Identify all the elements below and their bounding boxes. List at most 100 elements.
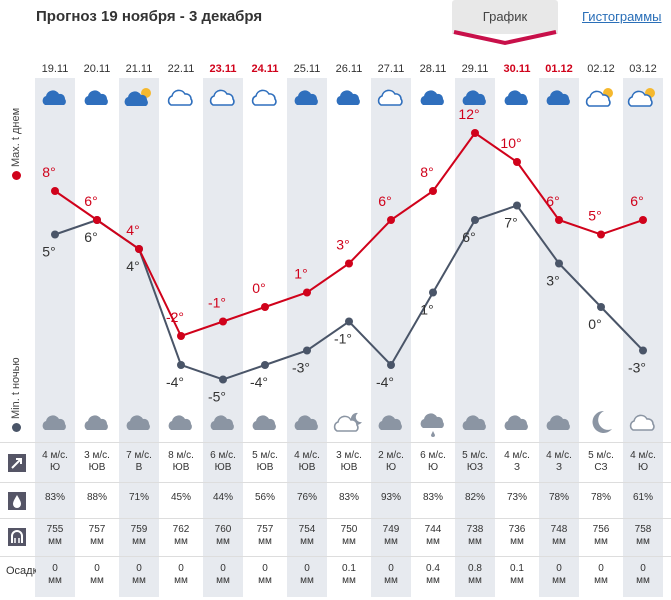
precip-cell-line: мм	[636, 575, 650, 586]
humidity-cell-line: 44%	[212, 492, 233, 503]
humidity-cell-line: 83%	[44, 492, 65, 503]
humidity-cell: 44%	[204, 492, 242, 504]
min-temp-point	[513, 201, 521, 210]
humidity-cell-line: 83%	[338, 492, 359, 503]
date-label: 22.11	[168, 63, 195, 75]
precip-cell-line: 0.4	[426, 563, 440, 574]
precip-cell-line: 0	[178, 563, 184, 574]
min-temp-point	[177, 361, 185, 369]
humidity-cell: 83%	[414, 492, 452, 504]
precip-cell-line: 0	[640, 563, 646, 574]
cloud-gray-icon	[210, 415, 234, 430]
pressure-cell-line: мм	[342, 536, 356, 547]
table-column-bg	[35, 557, 75, 597]
min-axis-label: Min. t ночью	[10, 357, 22, 432]
wind-cell-line: 6 м/с.	[210, 450, 236, 461]
table-column-bg	[119, 483, 159, 519]
date-label: 26.11	[336, 63, 363, 75]
precip-cell-line: 0.1	[342, 563, 356, 574]
pressure-cell-line: 738	[466, 524, 484, 535]
tab-histogram[interactable]: Гистограммы	[582, 9, 662, 24]
cloud-sun-outline-icon	[585, 88, 613, 107]
min-temp-label: -4°	[250, 374, 268, 390]
table-row	[0, 442, 671, 483]
min-temp-point	[345, 317, 353, 326]
table-column-bg	[203, 483, 243, 519]
precip-cell: 0 мм	[582, 563, 620, 587]
min-temp-point	[51, 230, 59, 239]
pressure-cell-line: 744	[424, 524, 442, 535]
precip-row-label: Осадки	[6, 565, 36, 577]
precip-cell-line: мм	[552, 575, 566, 586]
pressure-cell-line: мм	[636, 536, 650, 547]
pressure-cell-line: мм	[48, 536, 62, 547]
max-temp-label: 3°	[336, 237, 349, 253]
max-temp-point	[261, 303, 269, 311]
pressure-cell-line: 749	[382, 524, 400, 535]
table-column-bg	[35, 519, 75, 557]
precip-cell-line: мм	[510, 575, 524, 586]
precip-cell-line: мм	[468, 575, 482, 586]
tab-graph[interactable]: График	[452, 0, 558, 34]
pressure-cell-line: 750	[340, 524, 358, 535]
cloud-outline-icon	[251, 89, 277, 106]
pressure-cell-line: мм	[384, 536, 398, 547]
page-title: Прогноз 19 ноября - 3 декабря	[36, 8, 263, 25]
min-temp-label: -5°	[208, 389, 226, 405]
precip-cell: 0 мм	[372, 563, 410, 587]
max-temp-label: 10°	[500, 135, 521, 151]
table-column-bg	[287, 483, 327, 519]
moon-icon	[592, 410, 612, 433]
date-label: 30.11	[504, 63, 531, 75]
date-label: 24.11	[252, 63, 279, 75]
date-label: 21.11	[126, 63, 153, 75]
precip-cell-line: 0	[262, 563, 268, 574]
pressure-cell: 757 мм	[246, 524, 284, 548]
date-label: 29.11	[462, 63, 489, 75]
precip-cell-line: мм	[342, 575, 356, 586]
wind-cell: 8 м/с. ЮВ	[162, 450, 200, 474]
max-temp-label: 8°	[420, 164, 433, 180]
cloud-gray-icon	[42, 415, 66, 430]
day-column-bg	[371, 78, 411, 442]
precip-cell-line: мм	[90, 575, 104, 586]
min-temp-point	[219, 375, 227, 384]
humidity-cell: 83%	[330, 492, 368, 504]
wind-cell-line: Ю	[385, 462, 397, 473]
precip-cell-line: мм	[426, 575, 440, 586]
pressure-cell-line: мм	[174, 536, 188, 547]
cloud-outline-icon	[167, 89, 193, 106]
wind-cell-line: В	[135, 462, 143, 473]
wind-cell-line: ЮВ	[214, 462, 232, 473]
precip-cell-line: 0	[598, 563, 604, 574]
wind-cell: 3 м/с. ЮВ	[330, 450, 368, 474]
pressure-cell-line: мм	[132, 536, 146, 547]
max-temp-label: 4°	[126, 222, 139, 238]
pressure-cell-line: мм	[258, 536, 272, 547]
humidity-cell-line: 82%	[464, 492, 485, 503]
precip-cell: 0 мм	[120, 563, 158, 587]
precip-cell: 0.1 мм	[330, 563, 368, 587]
max-temp-label: 5°	[588, 208, 601, 224]
max-temp-point	[135, 245, 143, 253]
max-temp-label: 6°	[546, 193, 559, 209]
wind-cell-line: Ю	[49, 462, 61, 473]
pressure-cell: 736 мм	[498, 524, 536, 548]
humidity-cell-line: 71%	[128, 492, 149, 503]
day-column-bg	[119, 78, 159, 442]
wind-cell-line: ЮВ	[298, 462, 316, 473]
wind-cell-line: 6 м/с.	[420, 450, 446, 461]
table-column-bg	[371, 443, 411, 483]
wind-cell-line: ЮВ	[340, 462, 358, 473]
min-temp-label: 6°	[462, 229, 475, 245]
temperature-chart: 19.11 20.11 21.11 22.11 23.11 24.11 25.11 26.11…	[35, 63, 663, 442]
humidity-cell: 82%	[456, 492, 494, 504]
wind-cell-line: 5 м/с.	[462, 450, 488, 461]
pressure-cell-line: мм	[90, 536, 104, 547]
table-column-bg	[539, 557, 579, 597]
precip-cell-line: мм	[48, 575, 62, 586]
wind-cell: 5 м/с. ЮВ	[246, 450, 284, 474]
precip-cell: 0 мм	[204, 563, 242, 587]
day-column-bg	[203, 78, 243, 442]
cloud-outline-icon	[209, 89, 235, 106]
